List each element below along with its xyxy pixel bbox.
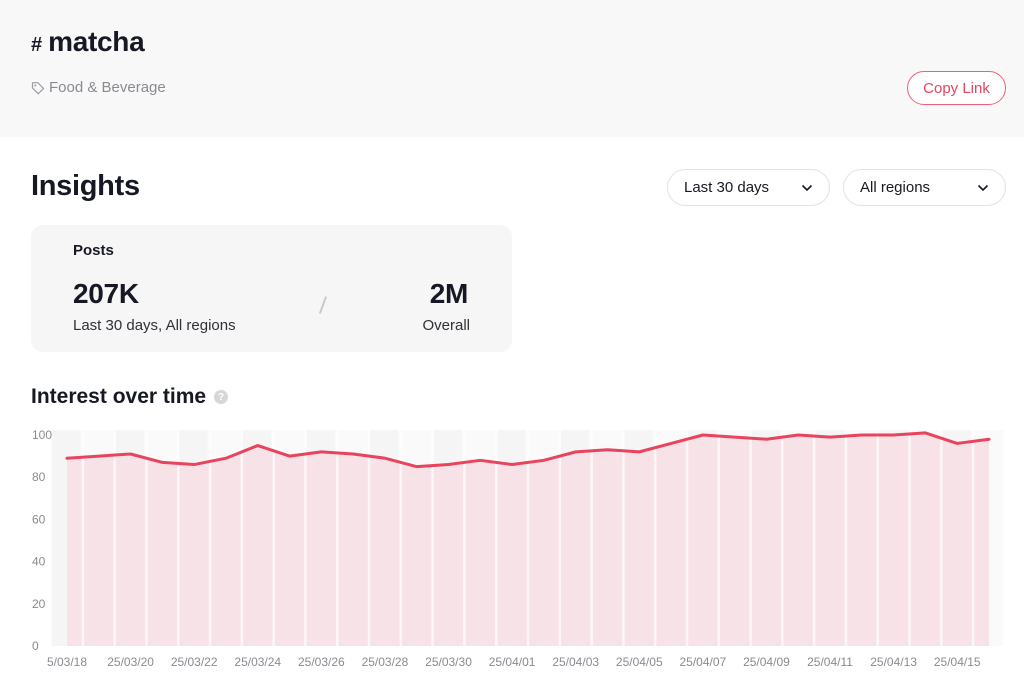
x-tick-label: 25/03/20 xyxy=(107,655,154,669)
y-tick-label: 40 xyxy=(32,555,46,569)
x-tick-label: 25/04/03 xyxy=(552,655,599,669)
x-tick-label: 25/03/26 xyxy=(298,655,345,669)
interest-line xyxy=(65,431,991,469)
interest-title: Interest over time xyxy=(31,385,207,408)
hashtag-title: matcha xyxy=(48,26,145,57)
interest-chart: 0 20 40 60 80 100 5/03/18 25/03/20 25/03/22 25/03… xyxy=(32,428,1003,669)
posts-overall-caption: Overall xyxy=(422,317,470,334)
posts-overall-value: 2M xyxy=(429,278,469,309)
x-tick-label: 25/03/30 xyxy=(425,655,472,669)
region-dropdown[interactable]: All regions xyxy=(843,169,1006,206)
x-tick-label: 25/04/15 xyxy=(934,655,981,669)
x-tick-label: 25/04/09 xyxy=(743,655,790,669)
hashtag-title-row: # matcha xyxy=(31,26,145,58)
region-dropdown-value: All regions xyxy=(860,179,931,196)
insights-title: Insights xyxy=(31,170,140,202)
y-tick-label: 80 xyxy=(32,470,46,484)
y-tick-label: 60 xyxy=(32,512,46,526)
category-label: Food & Beverage xyxy=(49,79,166,96)
tag-icon xyxy=(31,81,45,94)
posts-recent-caption: Last 30 days, All regions xyxy=(73,317,236,334)
divider-slash xyxy=(318,296,328,314)
period-dropdown-value: Last 30 days xyxy=(684,179,770,196)
x-tick-label: 5/03/18 xyxy=(47,655,87,669)
y-tick-label: 100 xyxy=(32,428,52,442)
x-tick-label: 25/04/05 xyxy=(616,655,663,669)
hashtag-header: # matcha Food & Beverage Copy Link xyxy=(0,0,1024,137)
chevron-down-icon xyxy=(801,184,813,191)
posts-label: Posts xyxy=(73,242,114,259)
chevron-down-icon xyxy=(977,184,989,191)
x-tick-label: 25/04/01 xyxy=(489,655,536,669)
x-tick-label: 25/03/22 xyxy=(171,655,218,669)
y-tick-label: 20 xyxy=(32,597,46,611)
x-tick-label: 25/04/11 xyxy=(807,655,853,669)
help-icon[interactable]: ? xyxy=(214,390,229,404)
category-row: Food & Beverage xyxy=(31,79,166,96)
posts-recent-value: 207K xyxy=(73,278,139,309)
x-tick-label: 25/04/13 xyxy=(870,655,917,669)
posts-card: Posts 207K Last 30 days, All regions 2M … xyxy=(31,225,512,352)
interest-title-row: Interest over time ? xyxy=(31,385,229,409)
x-tick-label: 25/03/24 xyxy=(234,655,281,669)
x-tick-label: 25/03/28 xyxy=(362,655,409,669)
period-dropdown[interactable]: Last 30 days xyxy=(667,169,830,206)
copy-link-button[interactable]: Copy Link xyxy=(907,71,1006,105)
y-tick-label: 0 xyxy=(32,639,39,653)
hash-icon: # xyxy=(31,34,43,56)
x-tick-label: 25/04/07 xyxy=(680,655,727,669)
